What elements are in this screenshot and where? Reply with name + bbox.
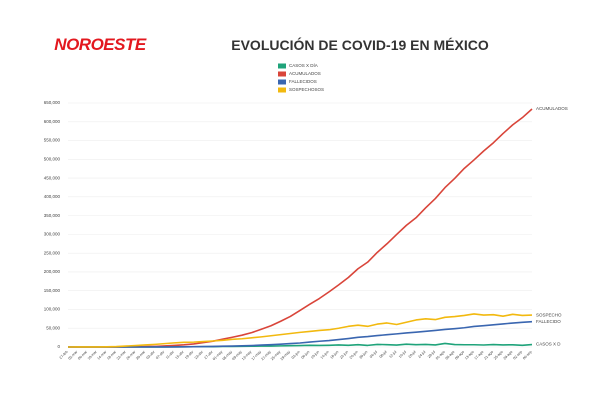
x-tick-label: 21-may [260,350,271,361]
y-tick-label: 150,000 [44,288,61,293]
x-tick-label: 25-ago [493,350,504,361]
x-tick-label: 06-jun [300,350,310,360]
x-tick-label: 17-may [251,350,262,361]
series-line [68,108,533,348]
x-tick-label: 29-ago [503,350,514,361]
y-tick-label: 50,000 [46,325,60,330]
x-tick-label: 18-mar [106,349,117,360]
y-tick-label: 0 [57,344,60,349]
x-tick-label: 17-ago [474,350,485,361]
x-tick-label: 10-jun [310,350,320,360]
y-tick-label: 100,000 [44,307,61,312]
y-tick-label: 500,000 [44,156,61,161]
x-tick-label: 10-mar [87,349,98,360]
x-tick-label: 27-feb [59,350,69,360]
x-tick-label: 22-mar [116,349,127,360]
x-tick-label: 16-jul [398,350,407,359]
y-tick-label: 200,000 [44,269,61,274]
x-tick-label: 05-may [222,350,233,361]
x-tick-label: 02-sep [512,350,523,361]
x-tick-label: 19-abr [184,349,195,360]
x-tick-label: 06-mar [77,349,88,360]
series-line [67,313,533,348]
legend-label: SOSPECHOSOS [289,87,324,92]
y-tick-label: 350,000 [44,213,61,218]
x-tick-label: 20-jul [408,350,417,359]
x-tick-label: 30-jun [358,350,368,360]
x-tick-label: 13-ago [464,350,475,361]
legend-swatch [278,87,286,93]
legend-swatch [278,71,286,77]
x-tick-label: 06-sep [522,350,533,361]
x-tick-label: 03-abr [146,349,157,360]
series-end-label: CASOS X D [536,342,561,347]
logo: NOROESTE [54,35,147,54]
x-tick-label: 12-jul [388,350,397,359]
series-end-label: ACUMULADOS [536,106,568,111]
y-tick-label: 650,000 [44,100,61,105]
series-end-label: FALLECIDO [536,319,561,324]
legend-label: FALLECIDOS [289,79,317,84]
x-tick-label: 26-mar [125,349,136,360]
y-tick-label: 550,000 [44,138,61,143]
x-tick-label: 27-abr [204,349,215,360]
legend-label: ACUMULADOS [289,71,321,76]
x-tick-label: 24-jul [417,350,426,359]
x-tick-label: 02-jun [291,350,301,360]
x-tick-label: 26-jun [349,350,359,360]
x-tick-label: 25-may [270,350,281,361]
x-tick-label: 07-abr [155,349,166,360]
legend-label: CASOS X DÍA [289,62,318,68]
y-tick-label: 400,000 [44,194,61,199]
x-tick-label: 13-may [241,350,252,361]
y-tick-label: 250,000 [44,250,61,255]
x-tick-label: 11-abr [165,349,176,360]
legend-swatch [278,63,286,69]
x-tick-label: 15-abr [175,349,186,360]
x-tick-label: 08-jul [379,350,388,359]
x-tick-label: 02-mar [67,349,78,360]
legend-swatch [278,79,286,85]
y-tick-label: 450,000 [44,175,61,180]
x-tick-label: 23-abr [194,349,205,360]
x-tick-label: 29-may [280,350,291,361]
x-tick-label: 01-ago [435,350,446,361]
x-tick-label: 05-ago [445,350,456,361]
x-tick-label: 09-ago [454,350,465,361]
x-tick-label: 21-ago [483,350,494,361]
x-tick-label: 18-jun [329,350,339,360]
x-tick-label: 28-jul [427,350,436,359]
x-tick-label: 04-jul [369,350,378,359]
series-line [68,320,533,348]
x-tick-label: 01-may [212,350,223,361]
x-tick-label: 09-may [231,350,242,361]
y-tick-label: 300,000 [44,232,61,237]
series-end-label: SOSPECHO [536,312,562,317]
x-tick-label: 30-mar [135,349,146,360]
x-tick-label: 14-jun [320,350,330,360]
x-tick-label: 22-jun [339,350,349,360]
chart-title: EVOLUCIÓN DE COVID-19 EN MÉXICO [231,36,489,53]
x-tick-label: 14-mar [96,349,107,360]
y-tick-label: 600,000 [44,119,61,124]
